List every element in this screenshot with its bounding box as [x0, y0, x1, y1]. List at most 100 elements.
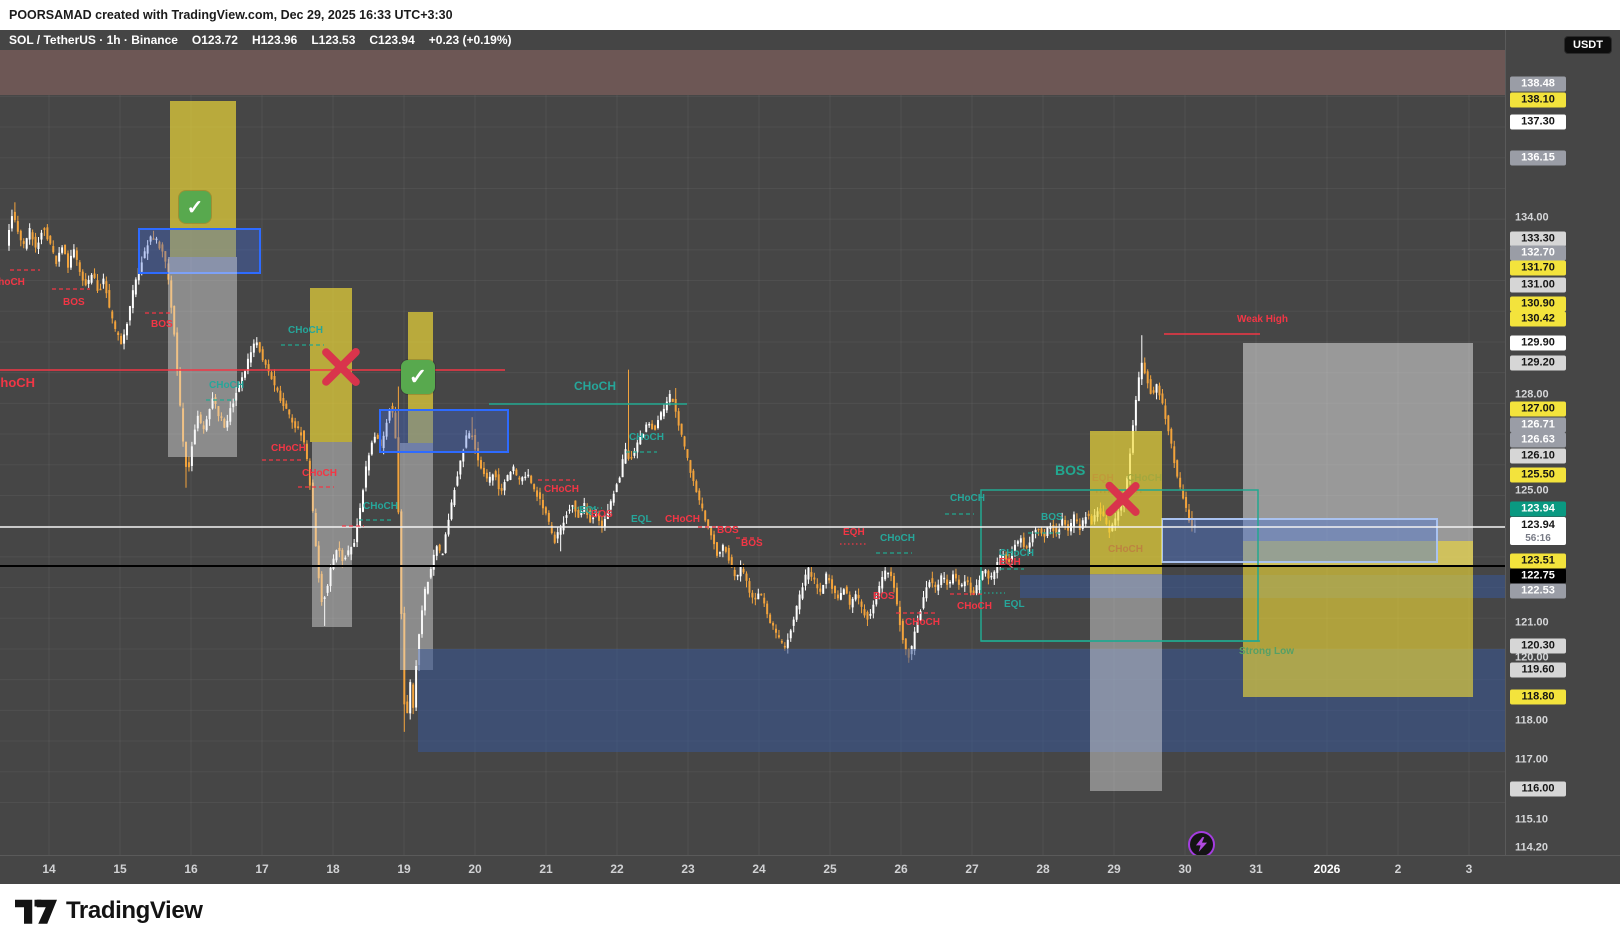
time-axis-label: 22: [610, 862, 624, 876]
annotation-label[interactable]: BOS: [1055, 462, 1086, 478]
price-axis-label: 122.53: [1510, 583, 1566, 599]
annotation-label[interactable]: CHoCH: [271, 443, 306, 454]
annotation-label[interactable]: EQL: [579, 505, 600, 516]
price-axis-label: 131.70: [1510, 260, 1566, 276]
target-yellow-right[interactable]: [1243, 541, 1473, 697]
annotation-label[interactable]: CHoCH: [302, 468, 337, 479]
annotation-label[interactable]: CHoCH: [1127, 473, 1162, 484]
price-axis-label: 137.30: [1510, 114, 1566, 130]
annotation-label[interactable]: CHoCH: [544, 484, 579, 495]
lightning-icon[interactable]: [1188, 831, 1215, 858]
annotation-label[interactable]: ChoCH: [0, 375, 36, 390]
price-axis-label: 116.00: [1510, 781, 1566, 797]
price-axis-label: 134.00: [1515, 211, 1549, 224]
target-gray-right[interactable]: [1243, 343, 1473, 565]
time-axis-label: 18: [326, 862, 340, 876]
time-axis-label: 21: [539, 862, 553, 876]
quote-currency-badge[interactable]: USDT: [1564, 36, 1612, 54]
annotation-label[interactable]: BOS: [741, 538, 763, 549]
x-mark-icon[interactable]: [318, 344, 364, 390]
price-axis-label: 118.80: [1510, 689, 1566, 705]
price-axis-label: 117.00: [1515, 753, 1549, 766]
attribution-text: POORSAMAD created with TradingView.com, …: [0, 0, 1620, 30]
time-axis-label: 25: [823, 862, 837, 876]
chart-canvas[interactable]: [0, 30, 1505, 855]
check-mark-icon[interactable]: ✓: [179, 191, 211, 223]
annotation-label[interactable]: CHoCH: [629, 432, 664, 443]
annotation-label[interactable]: Weak High: [1237, 314, 1288, 325]
annotation-label[interactable]: Strong Low: [1239, 646, 1294, 657]
time-axis-label: 3: [1465, 862, 1473, 876]
annotation-label[interactable]: CHoCH: [209, 380, 244, 391]
candlestick-canvas[interactable]: [0, 30, 1505, 855]
annotation-label[interactable]: BOS: [591, 509, 613, 520]
annotation-label[interactable]: BOS: [151, 319, 173, 330]
time-axis-label: 16: [184, 862, 198, 876]
mitigation-gray-4[interactable]: [1090, 574, 1162, 791]
annotation-label[interactable]: BOS: [1041, 512, 1063, 523]
price-axis-label: 130.42: [1510, 311, 1566, 327]
order-block-blue-2[interactable]: [379, 409, 509, 453]
annotation-label[interactable]: EQL: [1004, 599, 1025, 610]
time-axis-label: 17: [255, 862, 269, 876]
price-axis-label: 130.90: [1510, 296, 1566, 312]
time-axis-label: 19: [397, 862, 411, 876]
annotation-label[interactable]: CHoCH: [288, 325, 323, 336]
time-axis-label: 14: [42, 862, 56, 876]
annotation-label[interactable]: CHoCH: [1108, 544, 1143, 555]
drawing-marks-layer: ✓ ✓: [0, 0, 1505, 855]
tradingview-logo-icon: [15, 899, 57, 924]
price-axis-label: 122.75: [1510, 568, 1566, 584]
order-block-blue-1[interactable]: [138, 228, 261, 274]
time-axis-label: 29: [1107, 862, 1121, 876]
ohlc-high: H123.96: [251, 33, 298, 47]
annotation-label[interactable]: CHoCH: [905, 617, 940, 628]
supply-zone-yellow-1[interactable]: [170, 101, 236, 257]
symbol-ohlc-bar[interactable]: SOL / TetherUS · 1h · Binance O123.72 H123…: [0, 30, 1505, 50]
tradingview-logo[interactable]: TradingView: [15, 894, 203, 928]
check-mark-icon[interactable]: ✓: [401, 360, 435, 394]
price-axis-label: 129.90: [1510, 335, 1566, 351]
annotation-label[interactable]: EQH: [843, 527, 865, 538]
price-axis-label: 138.10: [1510, 92, 1566, 108]
mitigation-gray-1[interactable]: [168, 257, 237, 457]
mitigation-gray-3[interactable]: [400, 443, 433, 670]
annotation-label[interactable]: EQH: [999, 557, 1021, 568]
time-axis-label: 26: [894, 862, 908, 876]
price-axis-label: 114.20: [1515, 841, 1549, 854]
x-mark-icon[interactable]: [1102, 478, 1144, 520]
annotation-label[interactable]: CHoCH: [574, 379, 616, 393]
ohlc-change: +0.23 (+0.19%): [428, 33, 512, 47]
time-axis-label: 27: [965, 862, 979, 876]
annotation-label[interactable]: CHoCH: [880, 533, 915, 544]
entry-blue-right[interactable]: [1161, 518, 1438, 563]
annotation-label[interactable]: BOS: [63, 297, 85, 308]
ohlc-close: C123.94: [369, 33, 415, 47]
time-axis-label: 24: [752, 862, 766, 876]
annotation-label[interactable]: BOS: [873, 591, 895, 602]
time-axis[interactable]: 14 15 16 17 18 19 20 21 22 23 24 25 26 27 28 29 30 31 2026…: [0, 855, 1620, 884]
tradingview-logo-text: TradingView: [66, 897, 203, 924]
annotation-label[interactable]: CHoCH: [950, 493, 985, 504]
price-axis-label: 126.63: [1510, 432, 1566, 448]
price-axis-label: 131.00: [1510, 277, 1566, 293]
price-axis-label: 125.50: [1510, 467, 1566, 483]
mitigation-gray-2[interactable]: [312, 442, 352, 627]
time-axis-label: 20: [468, 862, 482, 876]
annotation-label[interactable]: EQL: [631, 514, 652, 525]
symbol-title[interactable]: SOL / TetherUS · 1h · Binance: [9, 33, 178, 47]
time-axis-label: 2026: [1313, 862, 1341, 876]
annotation-label[interactable]: CHoCH: [665, 514, 700, 525]
price-axis-label: 138.48: [1510, 76, 1566, 92]
annotation-layer: ChoCHBOSBOSChoCHCHoCHCHoCHCHoCHCHoCHCHoC…: [0, 277, 1294, 657]
ohlc-open: O123.72: [191, 33, 238, 47]
annotation-label[interactable]: BOS: [717, 525, 739, 536]
header-maroon-band[interactable]: [0, 50, 1505, 95]
annotation-label[interactable]: ChoCH: [0, 277, 25, 288]
price-axis-label: 121.00: [1515, 616, 1549, 629]
annotation-label[interactable]: CHoCH: [363, 501, 398, 512]
price-axis[interactable]: USDT 138.48 138.10 137.30 136.15 134.00 133.3…: [1505, 30, 1620, 884]
annotation-label[interactable]: CHoCH: [957, 601, 992, 612]
annotation-label[interactable]: CHoCH: [999, 548, 1034, 559]
time-axis-label: 28: [1036, 862, 1050, 876]
